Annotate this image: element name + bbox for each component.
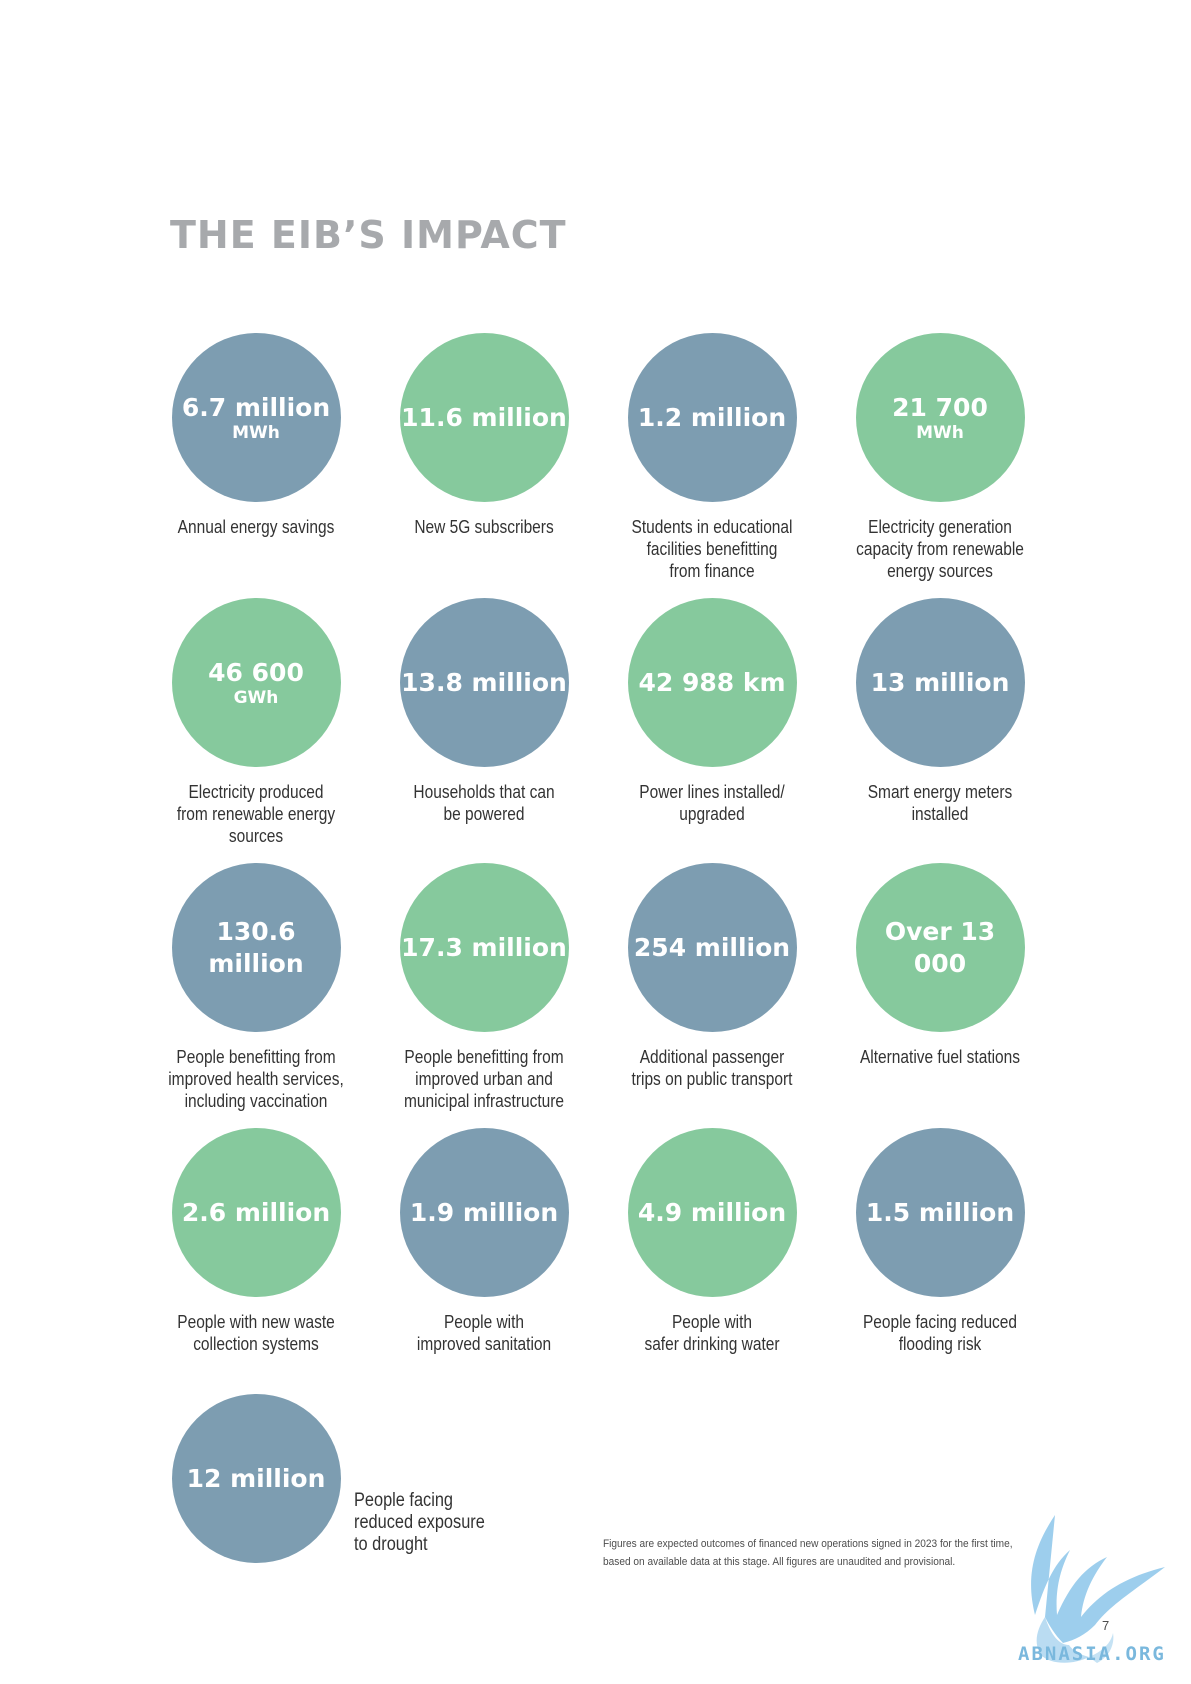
stat-item: 13.8 million Households that can be powe… (370, 598, 598, 825)
stat-value: 4.9 million (637, 1197, 787, 1227)
stat-circle: 12 million (171, 1394, 341, 1563)
stat-value: 1.9 million (409, 1197, 559, 1227)
stat-circle: 1.5 million (855, 1128, 1025, 1297)
stat-caption: Power lines installed/ upgraded (639, 782, 785, 824)
stat-value: 21 700 (892, 392, 988, 422)
stat-caption: Students in educational facilities benef… (631, 517, 793, 581)
stat-caption: Electricity generation capacity from ren… (856, 517, 1024, 581)
stat-circle: 11.6 million (399, 333, 569, 502)
stat-item: 130.6 million People benefitting from im… (142, 863, 370, 1112)
stat-item: 1.5 million People facing reduced floodi… (826, 1128, 1054, 1355)
stat-caption: People with safer drinking water (644, 1312, 780, 1354)
stat-caption: Households that can be powered (413, 782, 555, 824)
stat-item: 4.9 million People with safer drinking w… (598, 1128, 826, 1355)
stat-circle: Over 13 000 (855, 863, 1025, 1032)
stat-item: 13 million Smart energy meters installed (826, 598, 1054, 825)
stat-unit: MWh (916, 422, 964, 443)
stat-circle: 130.6 million (171, 863, 341, 1032)
stat-caption: Alternative fuel stations (859, 1047, 1021, 1067)
stat-item: 1.2 million Students in educational faci… (598, 333, 826, 582)
stat-item: 46 600 GWh Electricity produced from ren… (142, 598, 370, 847)
stat-value: 6.7 million (181, 392, 331, 422)
stat-circle: 4.9 million (627, 1128, 797, 1297)
stat-circle: 13.8 million (399, 598, 569, 767)
stat-value: 46 600 (208, 657, 304, 687)
stat-caption: People facing reduced flooding risk (862, 1312, 1018, 1354)
footnote: Figures are expected outcomes of finance… (603, 1538, 1013, 1568)
stat-item: 17.3 million People benefitting from imp… (370, 863, 598, 1112)
stat-circle: 1.2 million (627, 333, 797, 502)
stat-value: Over 13 000 (884, 917, 996, 978)
stat-value: 1.5 million (865, 1197, 1015, 1227)
stat-caption: People with new waste collection systems (177, 1312, 335, 1354)
stat-circle: 17.3 million (399, 863, 569, 1032)
stat-circle: 46 600 GWh (171, 598, 341, 767)
stat-caption: People with improved sanitation (416, 1312, 552, 1354)
stat-caption: People facing reduced exposure to drough… (354, 1490, 485, 1555)
stat-caption: People benefitting from improved urban a… (403, 1047, 565, 1111)
stat-circle: 254 million (627, 863, 797, 1032)
stat-item: 21 700 MWh Electricity generation capaci… (826, 333, 1054, 582)
watermark: ABNASIA.ORG (1018, 1643, 1166, 1665)
stat-value: 11.6 million (401, 402, 567, 432)
stat-unit: MWh (232, 422, 280, 443)
dragon-logo-icon (1031, 1515, 1165, 1663)
stat-caption: Additional passenger trips on public tra… (631, 1047, 793, 1089)
stat-circle: 42 988 km (627, 598, 797, 767)
stat-circle: 1.9 million (399, 1128, 569, 1297)
stat-value: 2.6 million (181, 1197, 331, 1227)
stat-circle: 6.7 million MWh (171, 333, 341, 502)
stat-item: 254 million Additional passenger trips o… (598, 863, 826, 1090)
stat-unit: GWh (233, 687, 279, 708)
stat-caption: Electricity produced from renewable ener… (176, 782, 336, 846)
stat-value: 17.3 million (401, 932, 567, 962)
stat-value: 130.6 million (208, 917, 304, 978)
stat-value: 12 million (186, 1463, 326, 1493)
stat-circle: 13 million (855, 598, 1025, 767)
stat-caption: Smart energy meters installed (867, 782, 1013, 824)
stat-value: 1.2 million (637, 402, 787, 432)
stat-value: 13 million (870, 667, 1010, 697)
stat-value: 254 million (633, 932, 791, 962)
stat-item: 42 988 km Power lines installed/ upgrade… (598, 598, 826, 825)
stat-caption: People benefitting from improved health … (168, 1047, 344, 1111)
stat-item: Over 13 000 Alternative fuel stations (826, 863, 1054, 1068)
stat-caption: Annual energy savings (177, 517, 335, 537)
page-title: THE EIB’S IMPACT (170, 213, 567, 257)
stat-item: 6.7 million MWh Annual energy savings (142, 333, 370, 538)
stat-item: 1.9 million People with improved sanitat… (370, 1128, 598, 1355)
stat-item: 12 million (142, 1394, 370, 1563)
stat-value: 42 988 km (638, 667, 786, 697)
stat-value: 13.8 million (401, 667, 567, 697)
stat-item: 2.6 million People with new waste collec… (142, 1128, 370, 1355)
stat-caption: New 5G subscribers (414, 517, 554, 537)
stat-circle: 2.6 million (171, 1128, 341, 1297)
page-number: 7 (1102, 1618, 1110, 1633)
stat-circle: 21 700 MWh (855, 333, 1025, 502)
stat-item: 11.6 million New 5G subscribers (370, 333, 598, 538)
